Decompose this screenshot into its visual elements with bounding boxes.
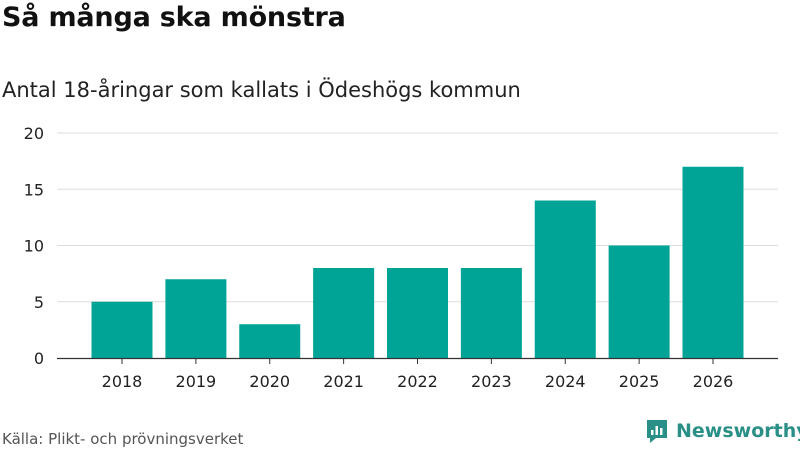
bar-2018 [91, 301, 153, 358]
y-tick-label: 15 [24, 180, 44, 199]
x-tick-label: 2018 [102, 372, 143, 391]
bar-2025 [608, 245, 670, 358]
x-tick-label: 2025 [619, 372, 660, 391]
bar-2023 [460, 268, 522, 358]
bar-2022 [387, 268, 448, 358]
x-tick-label: 2026 [693, 372, 734, 391]
y-tick-label: 5 [34, 293, 44, 312]
bar-2026 [682, 166, 744, 358]
brand-logo[interactable]: Newsworthy [644, 418, 800, 444]
bar-2019 [165, 279, 227, 358]
bar-2020 [239, 324, 301, 358]
y-tick-label: 20 [24, 124, 44, 143]
bar-2021 [313, 268, 375, 358]
x-tick-label: 2021 [323, 372, 364, 391]
brand-name: Newsworthy [676, 420, 800, 442]
y-tick-label: 10 [24, 237, 44, 256]
x-tick-label: 2022 [397, 372, 438, 391]
x-tick-label: 2024 [545, 372, 586, 391]
y-tick-label: 0 [34, 349, 44, 368]
bar-2024 [534, 200, 596, 358]
source-note: Källa: Plikt- och prövningsverket [2, 430, 244, 448]
x-tick-label: 2020 [249, 372, 290, 391]
x-tick-label: 2023 [471, 372, 512, 391]
newsworthy-logo-icon [647, 420, 667, 443]
chart-title: Så många ska mönstra [2, 2, 346, 33]
chart-subtitle: Antal 18-åringar som kallats i Ödeshögs … [2, 78, 521, 102]
x-tick-label: 2019 [176, 372, 217, 391]
